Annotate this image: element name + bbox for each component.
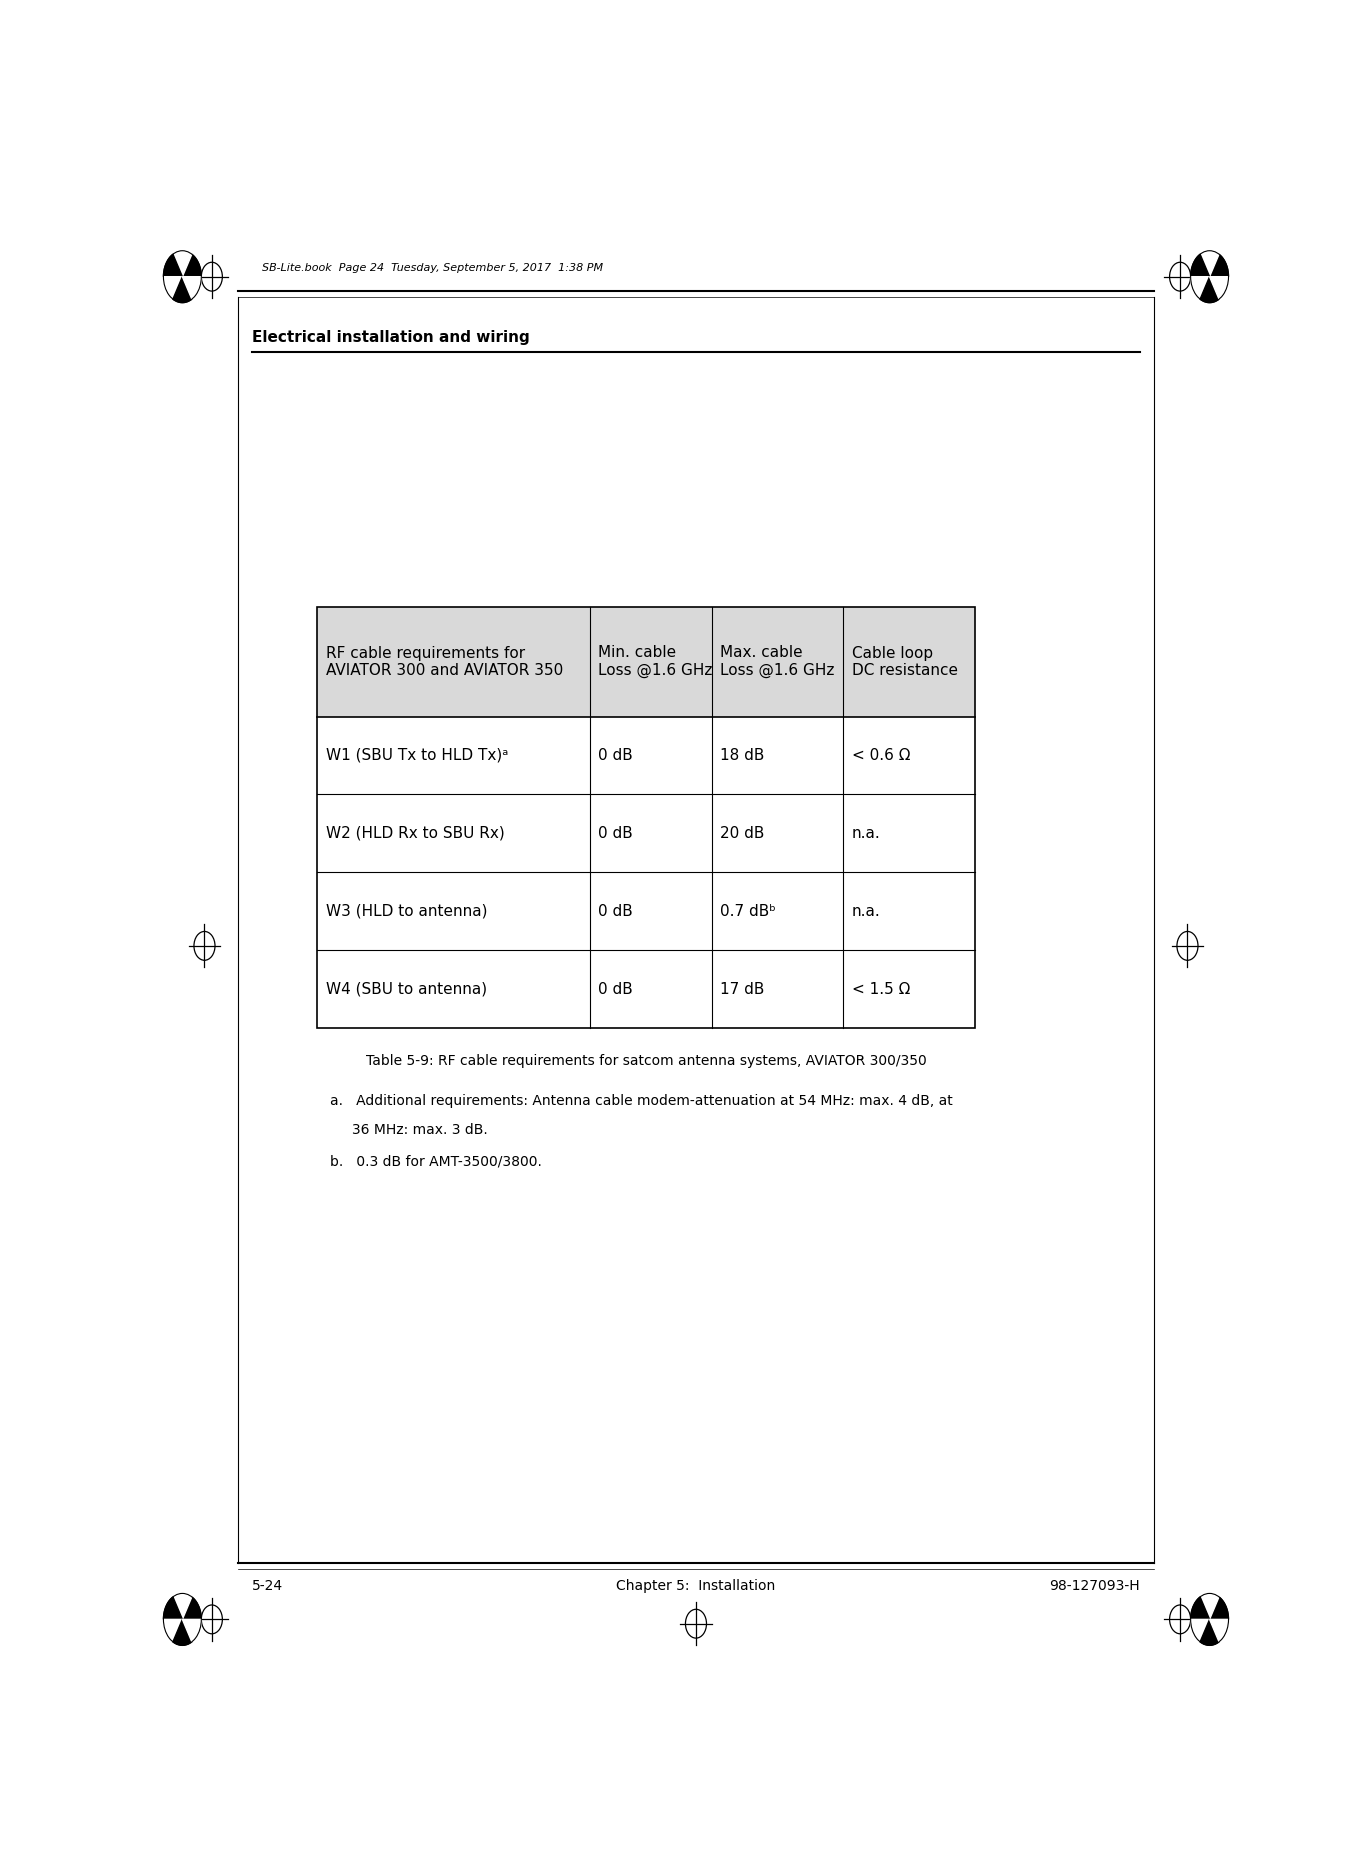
Text: 98-127093-H: 98-127093-H bbox=[1050, 1579, 1141, 1594]
Polygon shape bbox=[172, 1620, 191, 1644]
Text: 0.7 dBᵇ: 0.7 dBᵇ bbox=[720, 905, 775, 920]
Polygon shape bbox=[172, 277, 191, 303]
Polygon shape bbox=[182, 255, 201, 277]
Text: n.a.: n.a. bbox=[851, 826, 880, 841]
Text: 5-24: 5-24 bbox=[251, 1579, 282, 1594]
Polygon shape bbox=[163, 255, 182, 277]
Text: Max. cable
Loss @1.6 GHz: Max. cable Loss @1.6 GHz bbox=[720, 646, 835, 678]
Polygon shape bbox=[1210, 1620, 1229, 1643]
Text: W2 (HLD Rx to SBU Rx): W2 (HLD Rx to SBU Rx) bbox=[326, 826, 504, 841]
Polygon shape bbox=[163, 1598, 182, 1620]
Text: 18 dB: 18 dB bbox=[720, 747, 765, 762]
Text: 17 dB: 17 dB bbox=[720, 981, 765, 996]
Polygon shape bbox=[182, 1620, 201, 1643]
Polygon shape bbox=[1200, 1594, 1219, 1620]
Text: 0 dB: 0 dB bbox=[599, 905, 633, 920]
Text: < 0.6 Ω: < 0.6 Ω bbox=[851, 747, 910, 762]
Bar bbox=[318, 607, 975, 1028]
Text: 36 MHz: max. 3 dB.: 36 MHz: max. 3 dB. bbox=[330, 1124, 488, 1137]
Text: 0 dB: 0 dB bbox=[599, 981, 633, 996]
Polygon shape bbox=[182, 277, 201, 300]
Polygon shape bbox=[1191, 277, 1210, 300]
Text: W1 (SBU Tx to HLD Tx)ᵃ: W1 (SBU Tx to HLD Tx)ᵃ bbox=[326, 747, 508, 762]
Text: a.   Additional requirements: Antenna cable modem-attenuation at 54 MHz: max. 4 : a. Additional requirements: Antenna cabl… bbox=[330, 1094, 952, 1109]
Text: Cable loop
DC resistance: Cable loop DC resistance bbox=[851, 646, 957, 678]
Polygon shape bbox=[172, 1594, 191, 1620]
Text: RF cable requirements for
AVIATOR 300 and AVIATOR 350: RF cable requirements for AVIATOR 300 an… bbox=[326, 646, 562, 678]
Text: SB-Lite.book  Page 24  Tuesday, September 5, 2017  1:38 PM: SB-Lite.book Page 24 Tuesday, September … bbox=[262, 262, 603, 273]
Text: Electrical installation and wiring: Electrical installation and wiring bbox=[251, 330, 530, 345]
Polygon shape bbox=[163, 1620, 182, 1643]
Text: n.a.: n.a. bbox=[851, 905, 880, 920]
Text: W4 (SBU to antenna): W4 (SBU to antenna) bbox=[326, 981, 486, 996]
Polygon shape bbox=[1191, 1620, 1210, 1643]
Text: 0 dB: 0 dB bbox=[599, 747, 633, 762]
Polygon shape bbox=[1191, 255, 1210, 277]
Polygon shape bbox=[1210, 277, 1229, 300]
Text: 0 dB: 0 dB bbox=[599, 826, 633, 841]
Text: < 1.5 Ω: < 1.5 Ω bbox=[851, 981, 910, 996]
Text: 20 dB: 20 dB bbox=[720, 826, 765, 841]
Polygon shape bbox=[1200, 1620, 1219, 1644]
Polygon shape bbox=[1191, 1598, 1210, 1620]
Text: Table 5-9: RF cable requirements for satcom antenna systems, AVIATOR 300/350: Table 5-9: RF cable requirements for sat… bbox=[365, 1054, 926, 1068]
Polygon shape bbox=[1200, 277, 1219, 303]
Polygon shape bbox=[172, 251, 191, 277]
Polygon shape bbox=[1210, 255, 1229, 277]
Polygon shape bbox=[163, 277, 182, 300]
Text: Chapter 5:  Installation: Chapter 5: Installation bbox=[617, 1579, 775, 1594]
Bar bbox=[318, 607, 975, 717]
Polygon shape bbox=[182, 1598, 201, 1620]
Polygon shape bbox=[1200, 251, 1219, 277]
Text: W3 (HLD to antenna): W3 (HLD to antenna) bbox=[326, 905, 488, 920]
Polygon shape bbox=[1210, 1598, 1229, 1620]
Text: Min. cable
Loss @1.6 GHz: Min. cable Loss @1.6 GHz bbox=[599, 646, 713, 678]
Text: b.   0.3 dB for AMT-3500/3800.: b. 0.3 dB for AMT-3500/3800. bbox=[330, 1156, 542, 1169]
